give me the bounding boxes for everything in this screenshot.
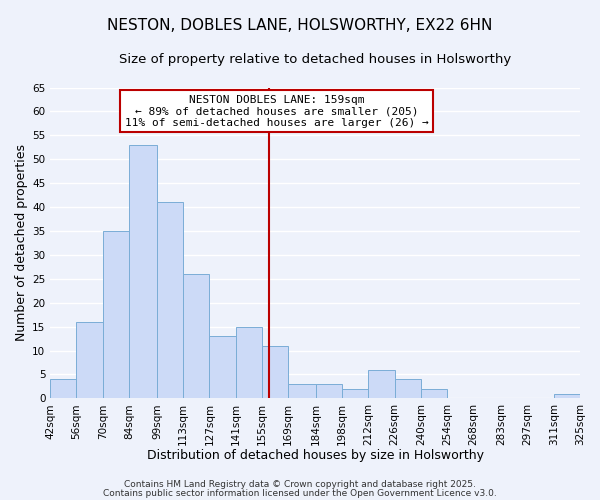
Y-axis label: Number of detached properties: Number of detached properties [15,144,28,342]
Bar [157,202,183,398]
Text: NESTON DOBLES LANE: 159sqm
← 89% of detached houses are smaller (205)
11% of sem: NESTON DOBLES LANE: 159sqm ← 89% of deta… [125,94,428,128]
Text: NESTON, DOBLES LANE, HOLSWORTHY, EX22 6HN: NESTON, DOBLES LANE, HOLSWORTHY, EX22 6H… [107,18,493,32]
Bar [183,274,209,398]
Text: Contains HM Land Registry data © Crown copyright and database right 2025.: Contains HM Land Registry data © Crown c… [124,480,476,489]
Bar [262,346,288,399]
X-axis label: Distribution of detached houses by size in Holsworthy: Distribution of detached houses by size … [146,450,484,462]
Bar [421,389,447,398]
Bar [50,379,76,398]
Bar [342,389,368,398]
Bar [129,145,157,399]
Bar [554,394,580,398]
Bar [316,384,342,398]
Text: Contains public sector information licensed under the Open Government Licence v3: Contains public sector information licen… [103,488,497,498]
Bar [368,370,395,398]
Bar [236,326,262,398]
Bar [395,379,421,398]
Bar [76,322,103,398]
Bar [103,231,129,398]
Bar [288,384,316,398]
Title: Size of property relative to detached houses in Holsworthy: Size of property relative to detached ho… [119,52,511,66]
Bar [209,336,236,398]
